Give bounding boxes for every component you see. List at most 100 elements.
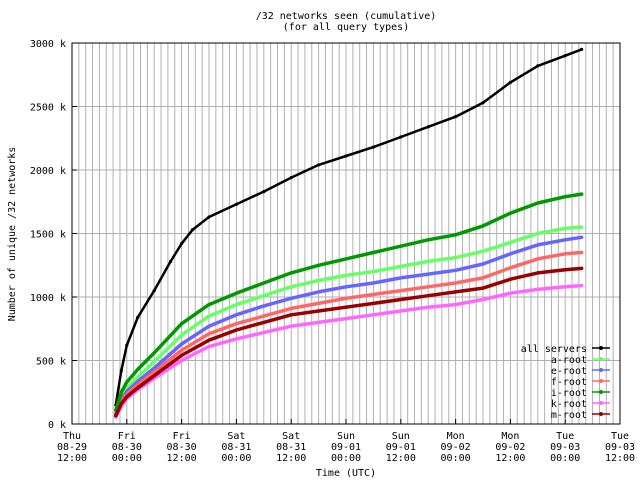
data-point <box>426 259 430 264</box>
data-point <box>563 226 567 231</box>
data-point <box>371 250 375 255</box>
legend-label: f-root <box>551 377 587 388</box>
data-point <box>289 176 293 180</box>
data-point <box>536 64 540 68</box>
data-point <box>508 211 512 215</box>
data-point <box>317 309 321 313</box>
data-point <box>125 395 129 399</box>
x-tick-label-day: Mon <box>447 431 465 442</box>
data-point <box>580 47 584 51</box>
data-point <box>207 324 211 328</box>
x-tick-label-time: 00:00 <box>441 453 471 464</box>
data-point <box>152 351 156 355</box>
data-point <box>563 195 567 199</box>
data-point <box>152 366 156 370</box>
x-tick-label-time: 12:00 <box>57 453 87 464</box>
x-axis-label: Time (UTC) <box>316 468 376 479</box>
legend-label: e-root <box>551 366 587 377</box>
data-point <box>481 224 485 228</box>
data-point <box>563 268 567 272</box>
x-tick-label-date: 09-01 <box>386 442 416 453</box>
legend-label: m-root <box>551 410 587 421</box>
data-point <box>344 285 348 289</box>
data-point <box>399 276 403 280</box>
data-point <box>426 285 430 289</box>
data-point <box>262 314 266 318</box>
data-point <box>426 305 430 309</box>
data-point <box>371 301 375 305</box>
data-point <box>580 235 584 239</box>
data-point <box>152 360 156 364</box>
series-m-root <box>114 266 584 418</box>
data-point <box>152 374 156 378</box>
chart-subtitle: (for all query types) <box>283 22 409 33</box>
data-point <box>136 375 140 379</box>
legend-marker <box>599 412 603 416</box>
data-point <box>317 163 321 167</box>
y-tick-label: 1000 k <box>30 293 66 304</box>
data-point <box>508 80 512 84</box>
data-point <box>207 314 211 318</box>
data-point <box>426 272 430 276</box>
data-point <box>114 414 118 418</box>
y-tick-label: 1500 k <box>30 230 66 241</box>
data-point <box>399 297 403 302</box>
y-tick-label: 2500 k <box>30 103 66 114</box>
data-point <box>399 135 403 139</box>
x-tick-label-date: 09-01 <box>331 442 361 453</box>
legend-marker <box>599 357 603 361</box>
x-tick-label-date: 08-30 <box>167 442 197 453</box>
data-point <box>344 273 348 278</box>
data-point <box>563 285 567 289</box>
data-point <box>190 228 195 232</box>
y-tick-label: 0 k <box>48 420 66 431</box>
data-point <box>289 296 293 300</box>
y-tick-label: 2000 k <box>30 166 66 177</box>
legend-label: k-root <box>551 399 587 410</box>
x-tick-label-day: Sun <box>337 431 355 442</box>
x-tick-label-date: 09-03 <box>550 442 580 453</box>
chart-title: /32 networks seen (cumulative) <box>256 11 437 22</box>
data-point <box>289 313 293 317</box>
x-tick-label-day: Fri <box>173 431 191 442</box>
data-point <box>180 322 184 326</box>
data-point <box>207 338 211 342</box>
data-point <box>125 343 129 347</box>
data-point <box>234 313 238 317</box>
data-point <box>426 125 430 129</box>
data-point <box>454 256 458 260</box>
data-point <box>371 145 375 149</box>
x-tick-label-day: Sat <box>282 431 300 442</box>
y-axis-label: Number of unique /32 networks <box>7 147 18 322</box>
data-point <box>317 278 321 283</box>
x-tick-label-time: 12:00 <box>167 453 197 464</box>
data-point <box>536 271 540 275</box>
data-point <box>371 270 375 274</box>
data-point <box>234 322 238 326</box>
series-line <box>114 192 584 412</box>
data-point <box>152 289 156 293</box>
y-tick-label: 3000 k <box>30 39 66 50</box>
x-tick-label-day: Tue <box>611 431 629 442</box>
data-point <box>180 342 184 346</box>
data-point <box>536 231 540 236</box>
data-point <box>180 358 184 363</box>
x-tick-label-day: Mon <box>501 431 519 442</box>
data-point <box>136 386 140 390</box>
data-point <box>344 305 348 309</box>
data-point <box>262 294 266 298</box>
data-point <box>426 294 430 298</box>
data-point <box>234 291 238 295</box>
data-point <box>536 287 540 291</box>
data-point <box>119 402 123 406</box>
data-point <box>234 202 238 206</box>
data-point <box>289 271 293 275</box>
data-point <box>508 240 512 244</box>
data-point <box>508 266 512 270</box>
x-tick-label-date: 09-02 <box>441 442 471 453</box>
x-tick-label-day: Tue <box>556 431 574 442</box>
data-point <box>207 303 211 307</box>
series-i-root <box>114 192 584 412</box>
x-tick-label-date: 09-03 <box>605 442 635 453</box>
data-point <box>234 328 238 332</box>
